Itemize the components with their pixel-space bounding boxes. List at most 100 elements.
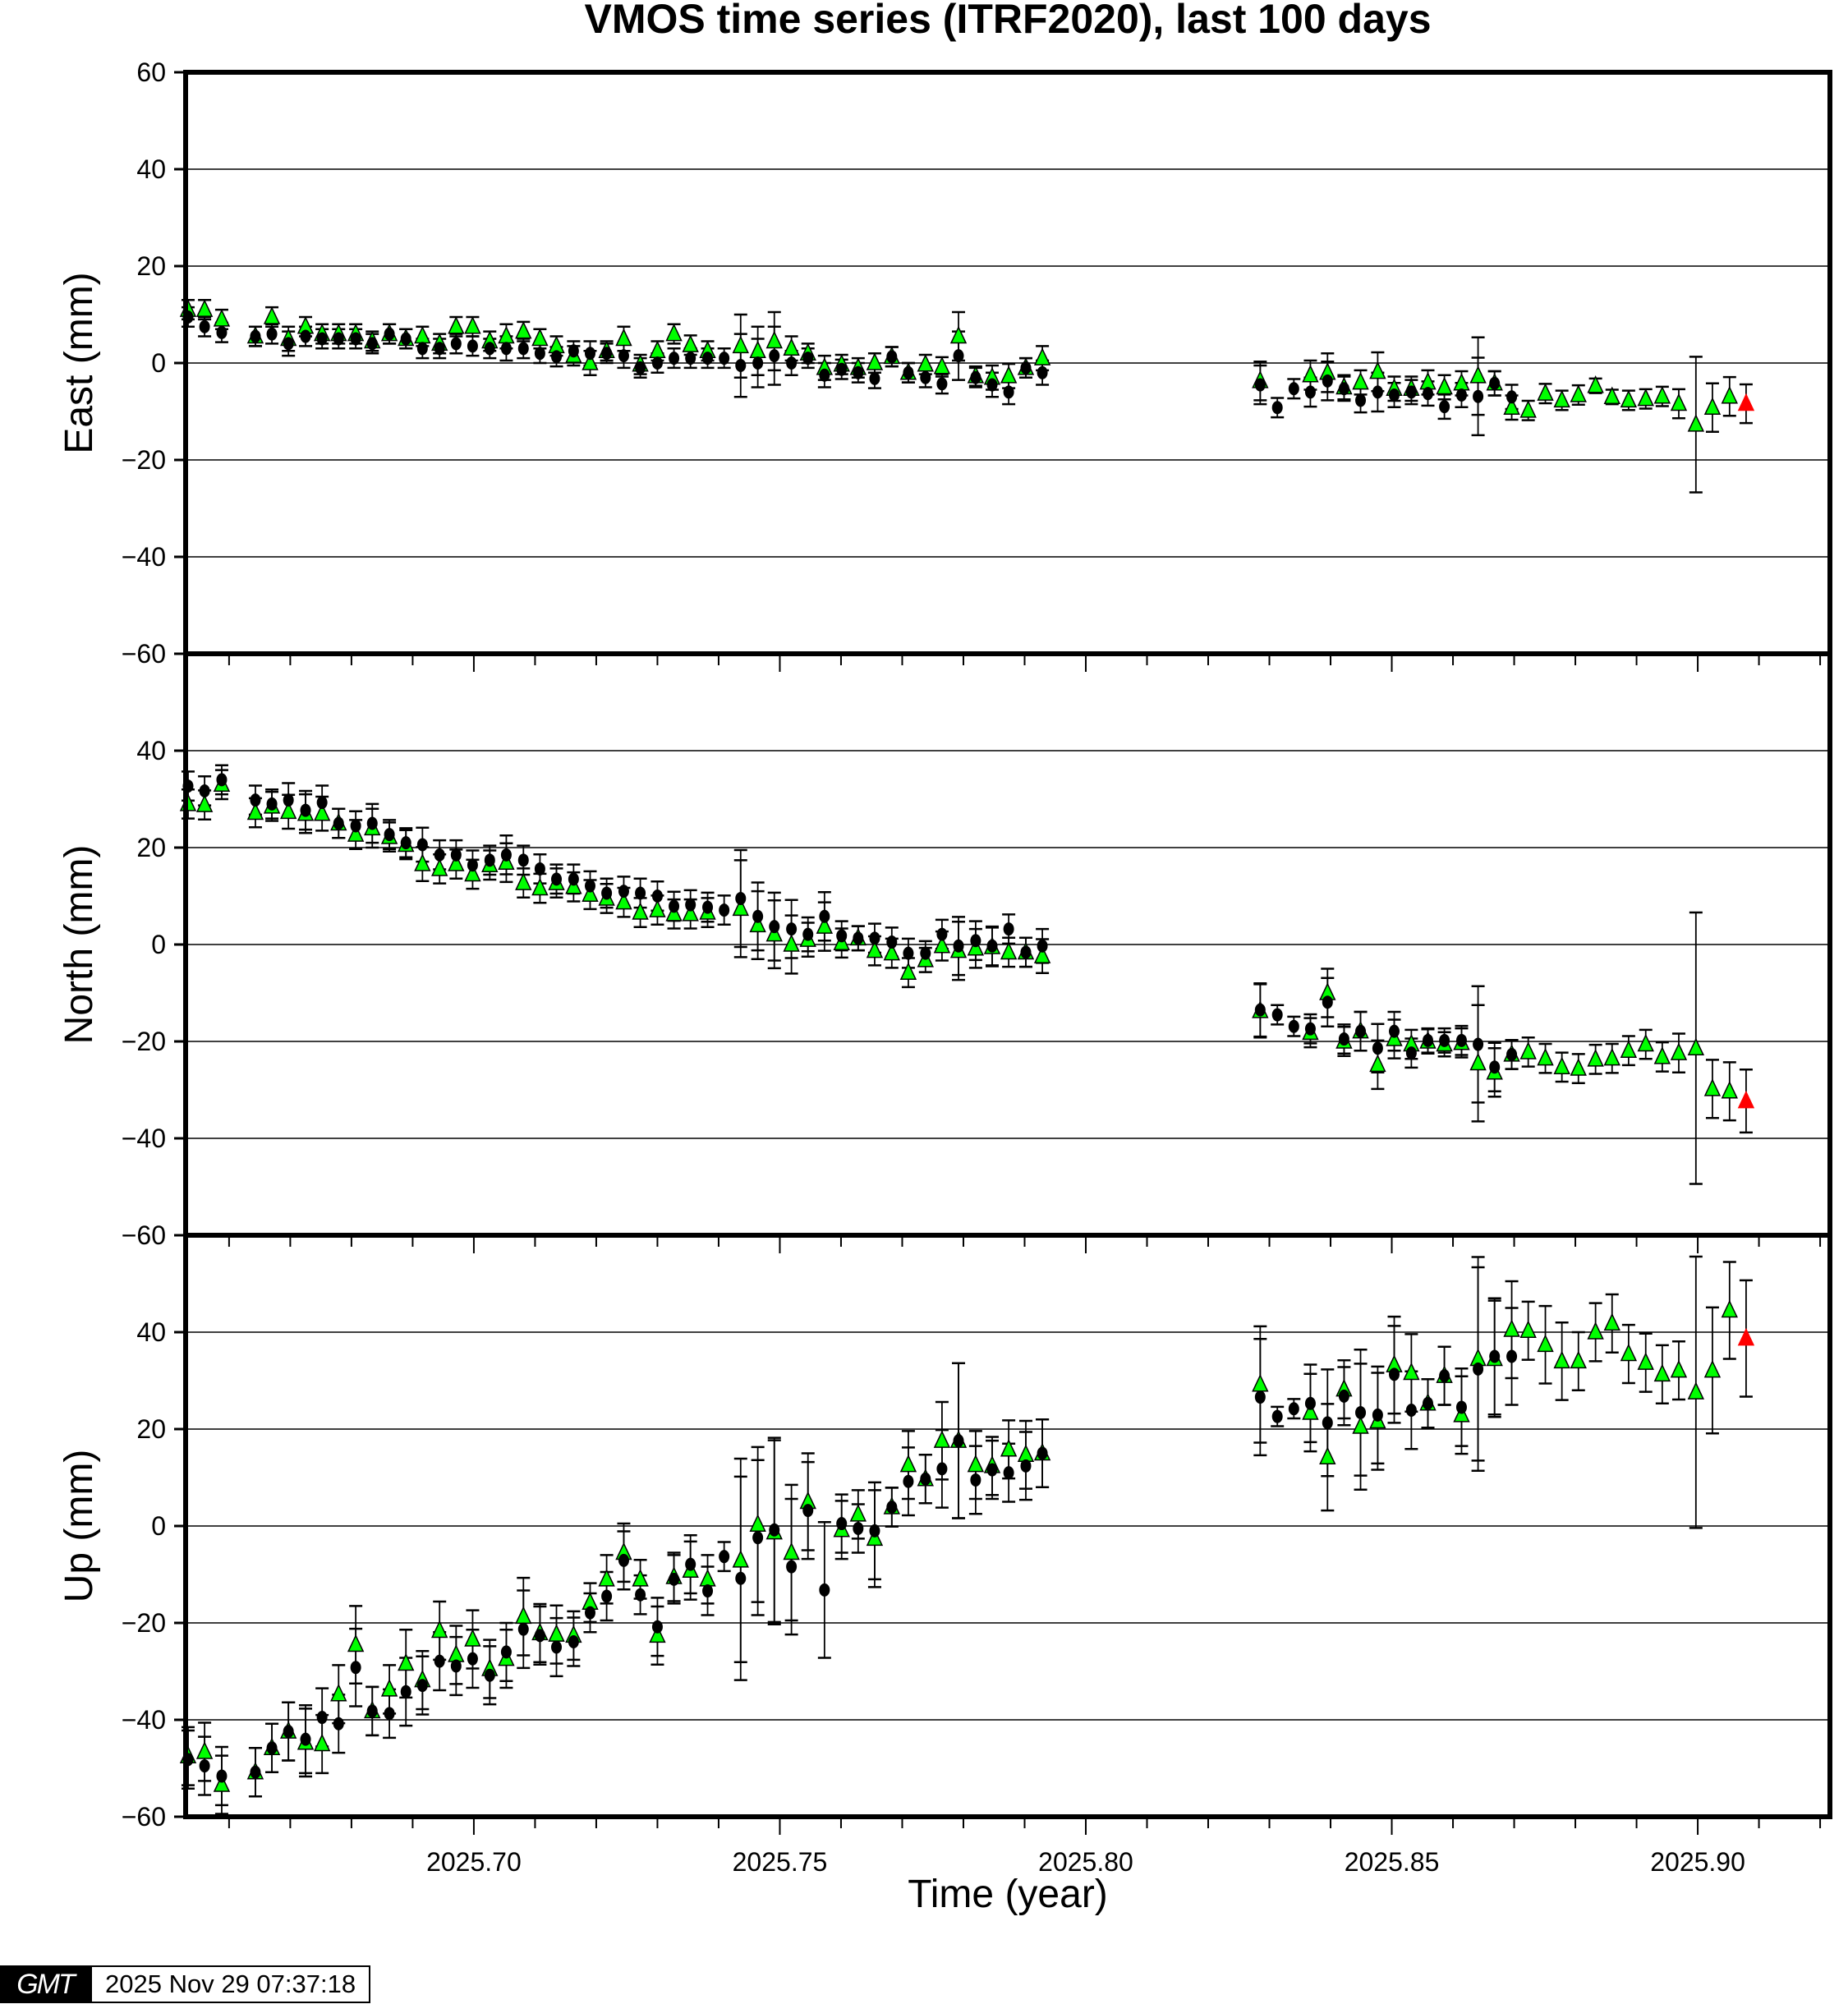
circle-point: [250, 1765, 261, 1779]
triangle-point: [464, 863, 481, 882]
triangle-point: [582, 352, 599, 370]
triangle-point: [1403, 1362, 1420, 1381]
triangle-point: [1252, 1373, 1269, 1392]
triangle-point: [732, 898, 749, 917]
circle-point: [953, 349, 964, 363]
circle-point: [1372, 1408, 1383, 1422]
y-tick-label: 40: [136, 154, 166, 184]
circle-point: [702, 352, 714, 365]
circle-point: [1003, 1466, 1014, 1480]
circle-point: [283, 793, 294, 807]
circle-point: [719, 903, 730, 917]
circle-point: [1020, 1459, 1032, 1473]
circle-point: [384, 828, 395, 842]
circle-point: [669, 1572, 680, 1586]
triangle-point: [967, 1454, 985, 1473]
circle-point: [1322, 995, 1333, 1009]
y-tick-label: −40: [122, 542, 166, 572]
triangle-point: [195, 1741, 214, 1759]
circle-point: [584, 1606, 595, 1620]
circle-point: [1455, 1033, 1467, 1047]
circle-point: [551, 1640, 563, 1654]
circle-point: [819, 1583, 830, 1597]
triangle-point: [598, 1569, 615, 1587]
triangle-point: [1519, 1320, 1537, 1338]
triangle-point: [682, 903, 699, 922]
triangle-point: [347, 1634, 365, 1652]
triangle-point: [899, 962, 917, 980]
triangle-point: [1687, 1381, 1705, 1400]
circle-point: [601, 1589, 613, 1603]
x-tick-label: 2025.85: [1345, 1847, 1440, 1877]
triangle-point: [448, 315, 465, 334]
circle-point: [450, 337, 462, 351]
circle-point: [1355, 1405, 1367, 1419]
circle-point: [618, 349, 629, 363]
circle-point: [651, 889, 663, 903]
circle-point: [635, 361, 646, 375]
triangle-point: [1319, 1446, 1336, 1464]
circle-point: [669, 899, 680, 913]
circle-point: [601, 886, 613, 900]
circle-point: [1473, 389, 1484, 403]
circle-point: [1506, 1349, 1518, 1363]
triangle-point: [1703, 1359, 1722, 1378]
y-tick-label: 0: [151, 1511, 166, 1541]
triangle-point: [1503, 397, 1520, 416]
circle-point: [1020, 361, 1032, 375]
triangle-point: [1721, 1299, 1738, 1318]
panel-north: 40 20 0 −20 −40 −60 North (mm): [57, 651, 1832, 1253]
circle-point: [1422, 1396, 1433, 1410]
triangle-point: [431, 858, 448, 876]
triangle-point: [1469, 365, 1487, 384]
circle-point: [484, 1668, 495, 1682]
triangle-point: [246, 802, 264, 820]
circle-point: [517, 342, 529, 356]
circle-point: [568, 1635, 579, 1649]
circle-point: [517, 853, 529, 867]
circle-point: [534, 1629, 545, 1643]
circle-point: [685, 352, 696, 365]
circle-point: [986, 378, 998, 392]
triangle-point: [398, 1652, 415, 1671]
triangle-point: [933, 935, 951, 954]
circle-point: [936, 377, 948, 391]
circle-point: [601, 347, 613, 361]
circle-point: [1254, 1390, 1266, 1404]
circle-point: [300, 803, 311, 817]
circle-point: [886, 1500, 898, 1514]
circle-point: [1455, 1400, 1467, 1414]
triangle-point: [548, 1624, 565, 1642]
chart-title: VMOS time series (ITRF2020), last 100 da…: [584, 0, 1431, 42]
circle-point: [936, 1462, 948, 1476]
circle-point: [769, 920, 780, 934]
triangle-point: [263, 306, 281, 324]
triangle-point: [347, 824, 365, 842]
triangle-point: [464, 315, 481, 334]
y-tick-label: 20: [136, 251, 166, 281]
triangle-point: [1670, 1042, 1688, 1060]
triangle-point: [1603, 386, 1620, 405]
triangle-point: [1653, 385, 1671, 404]
circle-point: [1489, 1349, 1501, 1363]
x-tick-label: 2025.70: [426, 1847, 522, 1877]
circle-point: [786, 1560, 798, 1574]
triangle-point: [1553, 1056, 1570, 1075]
triangle-point: [783, 338, 800, 356]
triangle-point: [1302, 364, 1319, 383]
triangle-point: [866, 940, 884, 958]
circle-point: [752, 1531, 764, 1545]
circle-point: [250, 329, 261, 343]
circle-point: [316, 796, 328, 810]
circle-point: [920, 1472, 931, 1486]
triangle-point: [515, 1606, 532, 1625]
circle-point: [467, 339, 478, 353]
circle-point: [735, 891, 747, 905]
circle-point: [1271, 1008, 1283, 1022]
circle-point: [333, 332, 344, 346]
x-tick-label: 2025.75: [733, 1847, 828, 1877]
panel-up: 40 20 0 −20 −40 −60 Up (mm): [57, 1233, 1832, 1835]
triangle-point: [313, 1733, 331, 1752]
circle-point: [1489, 1060, 1501, 1074]
